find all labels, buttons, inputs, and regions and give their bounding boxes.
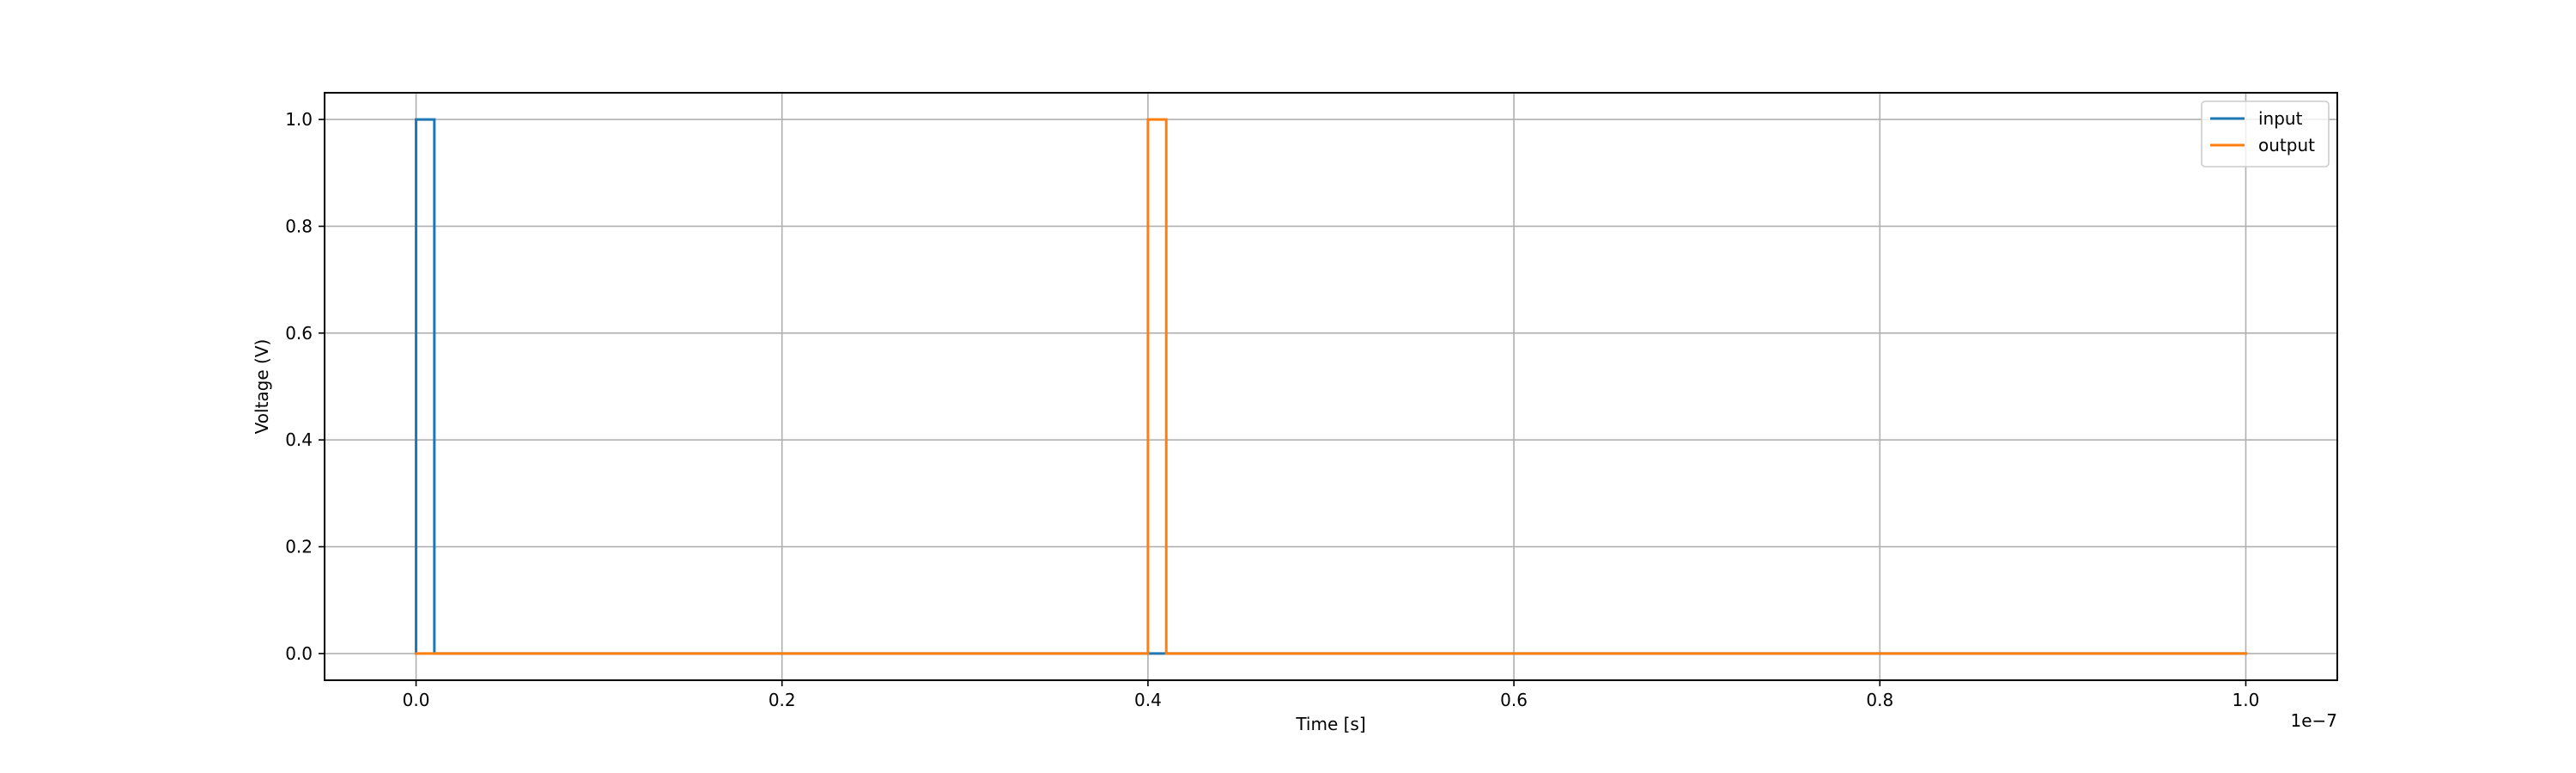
x-axis-offset-label: 1e−7 xyxy=(2290,710,2337,731)
legend-label-output: output xyxy=(2258,135,2315,155)
y-axis-label: Voltage (V) xyxy=(252,339,272,435)
y-tick-label: 0.6 xyxy=(285,323,313,344)
x-tick-label: 1.0 xyxy=(2233,690,2260,710)
series-layer xyxy=(415,118,2247,655)
x-tick-label: 0.8 xyxy=(1866,690,1893,710)
x-tick-label: 0.2 xyxy=(769,690,796,710)
x-tick-label: 0.4 xyxy=(1134,690,1162,710)
y-tick-label: 1.0 xyxy=(285,109,313,130)
y-tick-label: 0.2 xyxy=(285,537,313,557)
legend: input output xyxy=(2201,100,2330,167)
y-tick-label: 0.8 xyxy=(285,216,313,236)
plot-frame xyxy=(324,92,2338,681)
x-tick-label: 0.0 xyxy=(403,690,430,710)
x-axis-label: Time [s] xyxy=(1295,714,1365,734)
y-tick-label: 0.4 xyxy=(285,429,313,450)
y-tick-label: 0.0 xyxy=(285,643,313,664)
legend-label-input: input xyxy=(2258,108,2303,129)
tick-layer: 0.0 0.2 0.4 0.6 0.8 1.0 0.0 0.2 0.4 0.6 0.8 1.0 xyxy=(285,109,2259,710)
series-line-output xyxy=(415,118,2247,655)
x-tick-label: 0.6 xyxy=(1500,690,1528,710)
